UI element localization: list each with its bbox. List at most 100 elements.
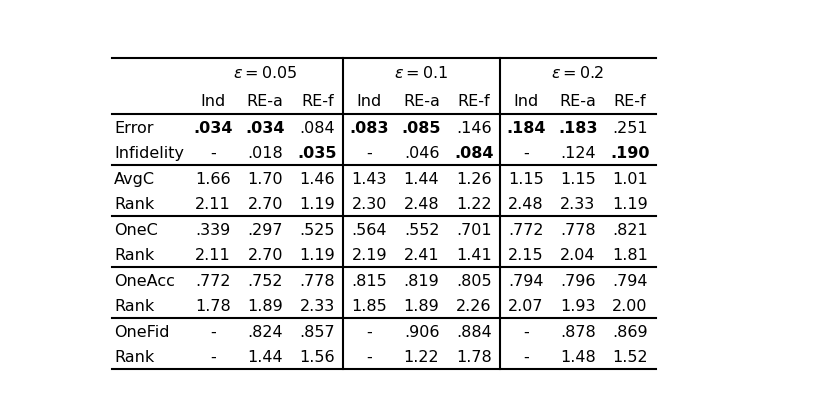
Text: $\epsilon = 0.1$: $\epsilon = 0.1$ <box>394 65 448 81</box>
Text: .251: .251 <box>612 120 647 135</box>
Text: .084: .084 <box>299 120 335 135</box>
Text: .190: .190 <box>609 146 649 161</box>
Text: .035: .035 <box>297 146 337 161</box>
Text: -: - <box>366 349 372 364</box>
Text: .339: .339 <box>195 222 230 237</box>
Text: $\epsilon = 0.2$: $\epsilon = 0.2$ <box>550 65 604 81</box>
Text: 1.56: 1.56 <box>299 349 335 364</box>
Text: .018: .018 <box>247 146 283 161</box>
Text: Ind: Ind <box>513 94 538 109</box>
Text: 1.44: 1.44 <box>247 349 283 364</box>
Text: 1.01: 1.01 <box>611 171 647 186</box>
Text: -: - <box>210 349 215 364</box>
Text: .146: .146 <box>455 120 491 135</box>
Text: 2.70: 2.70 <box>247 197 283 211</box>
Text: 1.19: 1.19 <box>611 197 647 211</box>
Text: .183: .183 <box>558 120 597 135</box>
Text: .857: .857 <box>299 324 335 339</box>
Text: .085: .085 <box>401 120 441 135</box>
Text: .794: .794 <box>612 273 647 288</box>
Text: -: - <box>210 324 215 339</box>
Text: 2.04: 2.04 <box>559 247 595 263</box>
Text: 1.78: 1.78 <box>195 299 231 313</box>
Text: 1.89: 1.89 <box>247 299 283 313</box>
Text: AvgC: AvgC <box>114 171 155 186</box>
Text: .796: .796 <box>559 273 595 288</box>
Text: -: - <box>210 146 215 161</box>
Text: Rank: Rank <box>114 247 154 263</box>
Text: Rank: Rank <box>114 197 154 211</box>
Text: 2.41: 2.41 <box>403 247 439 263</box>
Text: 2.07: 2.07 <box>508 299 543 313</box>
Text: 2.19: 2.19 <box>351 247 387 263</box>
Text: 1.81: 1.81 <box>611 247 647 263</box>
Text: 2.26: 2.26 <box>455 299 491 313</box>
Text: Ind: Ind <box>356 94 382 109</box>
Text: RE-a: RE-a <box>559 94 595 109</box>
Text: .772: .772 <box>508 222 543 237</box>
Text: 1.89: 1.89 <box>403 299 439 313</box>
Text: 1.66: 1.66 <box>195 171 231 186</box>
Text: .821: .821 <box>611 222 647 237</box>
Text: Rank: Rank <box>114 349 154 364</box>
Text: .552: .552 <box>403 222 439 237</box>
Text: 1.22: 1.22 <box>455 197 491 211</box>
Text: 2.70: 2.70 <box>247 247 283 263</box>
Text: 1.93: 1.93 <box>559 299 595 313</box>
Text: OneC: OneC <box>114 222 157 237</box>
Text: RE-a: RE-a <box>403 94 440 109</box>
Text: 2.11: 2.11 <box>195 197 231 211</box>
Text: -: - <box>366 324 372 339</box>
Text: RE-f: RE-f <box>613 94 645 109</box>
Text: .884: .884 <box>455 324 491 339</box>
Text: 1.52: 1.52 <box>612 349 647 364</box>
Text: RE-f: RE-f <box>301 94 333 109</box>
Text: .297: .297 <box>247 222 283 237</box>
Text: .772: .772 <box>195 273 230 288</box>
Text: 1.70: 1.70 <box>247 171 283 186</box>
Text: .752: .752 <box>247 273 283 288</box>
Text: .794: .794 <box>508 273 543 288</box>
Text: .815: .815 <box>351 273 387 288</box>
Text: .564: .564 <box>351 222 387 237</box>
Text: -: - <box>366 146 372 161</box>
Text: 1.41: 1.41 <box>455 247 491 263</box>
Text: -: - <box>523 146 528 161</box>
Text: 2.33: 2.33 <box>559 197 595 211</box>
Text: .869: .869 <box>612 324 647 339</box>
Text: Error: Error <box>114 120 153 135</box>
Text: Infidelity: Infidelity <box>114 146 183 161</box>
Text: .906: .906 <box>403 324 439 339</box>
Text: 2.15: 2.15 <box>507 247 543 263</box>
Text: 2.48: 2.48 <box>403 197 439 211</box>
Text: 1.15: 1.15 <box>507 171 543 186</box>
Text: .701: .701 <box>455 222 491 237</box>
Text: Ind: Ind <box>200 94 225 109</box>
Text: .034: .034 <box>245 120 284 135</box>
Text: 2.48: 2.48 <box>507 197 543 211</box>
Text: $\epsilon = 0.05$: $\epsilon = 0.05$ <box>233 65 297 81</box>
Text: RE-a: RE-a <box>247 94 283 109</box>
Text: 1.19: 1.19 <box>299 247 335 263</box>
Text: -: - <box>523 349 528 364</box>
Text: .778: .778 <box>559 222 595 237</box>
Text: .878: .878 <box>559 324 595 339</box>
Text: .124: .124 <box>559 146 595 161</box>
Text: OneFid: OneFid <box>114 324 170 339</box>
Text: .084: .084 <box>454 146 493 161</box>
Text: 1.48: 1.48 <box>559 349 595 364</box>
Text: 1.78: 1.78 <box>455 349 491 364</box>
Text: 2.11: 2.11 <box>195 247 231 263</box>
Text: 1.26: 1.26 <box>455 171 491 186</box>
Text: .824: .824 <box>247 324 283 339</box>
Text: 1.19: 1.19 <box>299 197 335 211</box>
Text: .046: .046 <box>403 146 439 161</box>
Text: 1.85: 1.85 <box>351 299 387 313</box>
Text: 1.15: 1.15 <box>559 171 595 186</box>
Text: 2.00: 2.00 <box>612 299 647 313</box>
Text: .525: .525 <box>299 222 335 237</box>
Text: Rank: Rank <box>114 299 154 313</box>
Text: 1.43: 1.43 <box>351 171 387 186</box>
Text: .778: .778 <box>299 273 335 288</box>
Text: 1.22: 1.22 <box>403 349 439 364</box>
